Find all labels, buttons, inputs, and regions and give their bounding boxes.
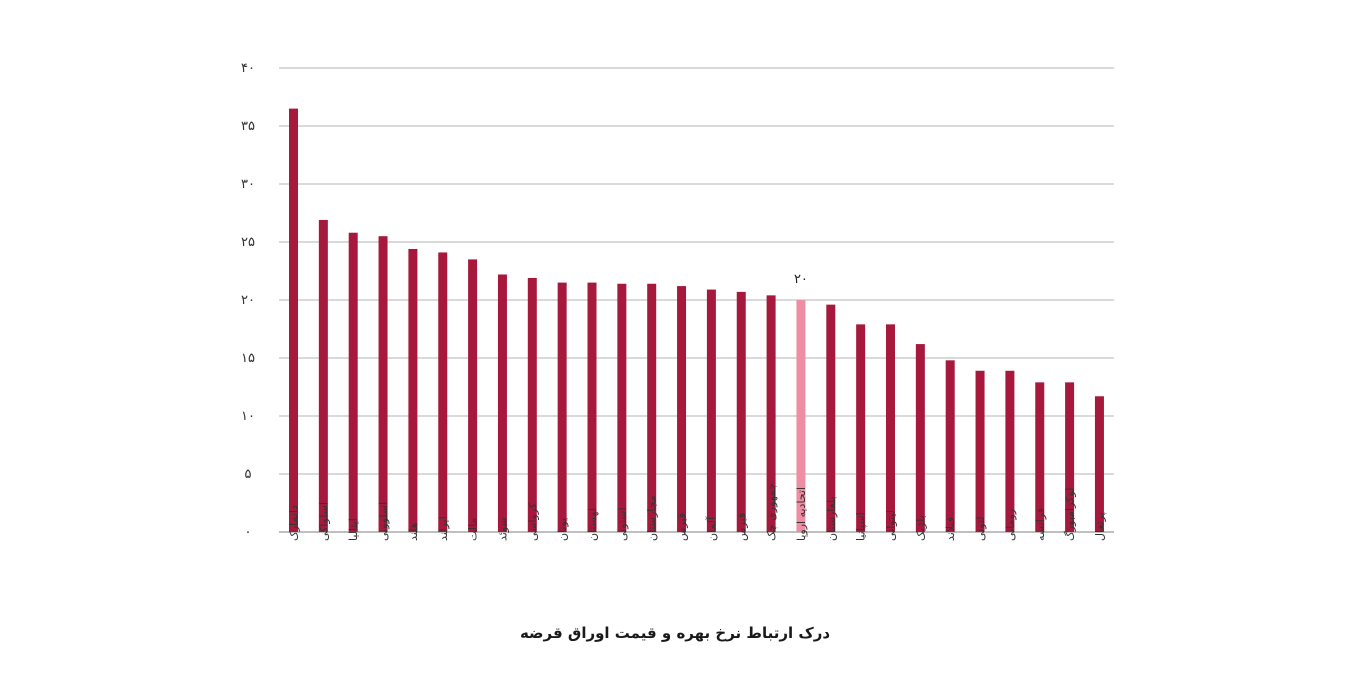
- x-tick-label: اتحادیه اروپا: [795, 487, 808, 541]
- x-tick-label: استونی: [616, 507, 629, 541]
- x-tick-label: اسلوونی: [377, 502, 390, 541]
- bar: [348, 232, 358, 532]
- bar: [826, 304, 836, 532]
- x-tick-label: فنلاند: [944, 517, 957, 541]
- y-axis-ticks: ۰ ۵ ۱۰ ۱۵ ۲۰ ۲۵ ۳۰ ۳۵ ۴۰: [241, 61, 255, 540]
- bar: [557, 282, 567, 532]
- bar: [1094, 396, 1104, 532]
- bar: [1035, 382, 1045, 532]
- x-tick-label: کرواسی: [526, 502, 539, 541]
- y-tick-label: ۱۰: [241, 409, 255, 424]
- data-label-highlight: ۲۰: [794, 272, 808, 287]
- x-tick-label: بلغارستان: [825, 496, 838, 541]
- bar: [378, 236, 388, 532]
- y-tick-label: ۱۵: [241, 351, 255, 366]
- y-tick-label: ۲۵: [241, 235, 255, 250]
- x-tick-label: ایرلند: [437, 516, 450, 541]
- bar: [1005, 370, 1015, 532]
- bar: [647, 283, 657, 532]
- x-tick-label: سوئد: [496, 517, 509, 541]
- x-tick-label: اسلواکی: [317, 502, 330, 541]
- bar: [886, 324, 895, 532]
- bar: [706, 289, 716, 532]
- bar: [736, 291, 746, 532]
- bar: [1065, 382, 1075, 532]
- bars: [289, 108, 1104, 532]
- x-tick-label: اسپانیا: [855, 512, 868, 541]
- x-tick-label: یونان: [556, 518, 569, 541]
- x-tick-label: لهستان: [586, 508, 599, 541]
- bar: [617, 283, 627, 532]
- x-tick-label: دانمارک: [288, 505, 301, 541]
- x-tick-label: قبرس: [676, 513, 689, 541]
- x-tick-label: قبرس: [735, 513, 748, 541]
- x-tick-label: رومانی: [1004, 509, 1017, 541]
- bar: [766, 295, 776, 532]
- bar: [945, 360, 955, 532]
- x-tick-label: مجارستان: [646, 495, 659, 541]
- x-tick-label: جمهوری چک: [765, 483, 778, 541]
- bar: [438, 252, 448, 532]
- x-tick-label: بلژیک: [914, 515, 927, 541]
- y-tick-label: ۳۵: [241, 119, 255, 134]
- y-tick-label: ۵: [245, 467, 252, 482]
- x-tick-label: آلمان: [704, 516, 718, 541]
- bar-highlight: [796, 300, 806, 532]
- y-tick-label: ۲۰: [241, 293, 255, 308]
- x-tick-label: لیتوانی: [885, 510, 898, 541]
- x-tick-label: پرتغال: [1093, 512, 1106, 541]
- bar: [468, 259, 478, 532]
- bar: [527, 277, 537, 532]
- bar: [289, 108, 298, 532]
- bar: [915, 344, 925, 532]
- data-labels: ۲۰: [794, 272, 808, 287]
- bar: [677, 286, 687, 532]
- y-tick-label: ۳۰: [241, 177, 255, 192]
- x-axis-ticks: دانمارک اسلواکی ایتالیا اسلوونی هلند ایرلند ما…: [288, 483, 1107, 541]
- bar: [856, 324, 866, 532]
- bar: [497, 274, 507, 532]
- bar: [318, 219, 328, 532]
- x-tick-label: فرانسه: [1034, 508, 1047, 541]
- x-tick-label: لوکزامبورگ: [1064, 488, 1077, 541]
- y-tick-label: ۰: [245, 525, 252, 540]
- bar: [408, 248, 418, 532]
- x-tick-label: هلند: [407, 522, 420, 541]
- x-tick-label: مالت: [467, 517, 480, 541]
- gridlines: [279, 67, 1114, 533]
- bar: [587, 282, 597, 532]
- x-tick-label: لتونی: [974, 516, 987, 541]
- x-tick-label: ایتالیا: [347, 518, 360, 541]
- y-tick-label: ۴۰: [241, 61, 255, 76]
- bar: [975, 370, 985, 532]
- chart-title: درک ارتباط نرخ بهره و قیمت اوراق قرضه: [519, 624, 831, 642]
